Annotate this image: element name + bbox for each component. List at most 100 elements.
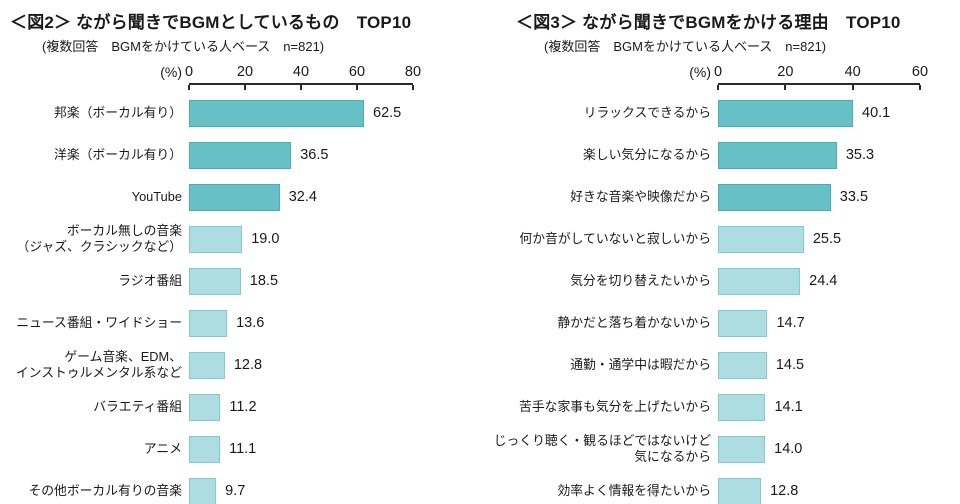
- value-label: 18.5: [249, 273, 279, 289]
- axis-tick-mark: [244, 84, 246, 90]
- value-label: 62.5: [373, 105, 402, 121]
- category-label: YouTube: [131, 189, 182, 204]
- category-label: ニュース番組・ワイドショー: [16, 315, 182, 330]
- bar-row: 通勤・通学中は暇だから 14.5: [482, 344, 956, 386]
- axis-line: [188, 82, 414, 91]
- bar-plot-area: 19.0: [189, 225, 413, 253]
- bar-plot-area: 14.5: [718, 351, 920, 379]
- axis-tick-label: 0: [713, 64, 723, 80]
- bar-row: 好きな音楽や映像だから 33.5: [482, 176, 956, 218]
- bar-rows: 邦楽（ボーカル有り） 62.5 洋楽（ボーカル有り） 36.5 YouTube 32.4 ボ…: [8, 92, 470, 504]
- chart-title: ＜図2＞ ながら聞きでBGMとしているもの TOP10: [10, 13, 412, 32]
- bar: [189, 225, 243, 253]
- value-label: 33.5: [839, 189, 869, 205]
- bar-row: 何か音がしていないと寂しいから 25.5: [482, 218, 956, 260]
- category-label: その他ボーカル有りの音楽: [28, 483, 182, 498]
- value-label: 14.0: [774, 441, 803, 457]
- bar: [718, 435, 766, 463]
- value-label: 24.4: [809, 273, 838, 289]
- axis-unit-label: (%): [689, 64, 711, 80]
- value-label: 13.6: [236, 315, 265, 331]
- category-label: 邦楽（ボーカル有り）: [54, 105, 182, 120]
- value-label: 14.1: [774, 399, 803, 415]
- bar: [189, 309, 228, 337]
- category-label: 洋楽（ボーカル有り）: [54, 147, 182, 162]
- chart-subtitle: (複数回答 BGMをかけている人ベース n=821): [42, 39, 325, 54]
- axis-tick-mark: [188, 84, 190, 90]
- value-label: 40.1: [862, 105, 891, 121]
- bar: [189, 477, 217, 504]
- value-label: 19.0: [251, 231, 280, 247]
- bar-row: 静かだと落ち着かないから 14.7: [482, 302, 956, 344]
- bar-row: YouTube 32.4: [8, 176, 470, 218]
- category-label: 効率よく情報を得たいから: [557, 483, 711, 498]
- bar-plot-area: 40.1: [718, 99, 920, 127]
- value-label: 9.7: [225, 483, 246, 499]
- axis-tick-mark: [717, 84, 719, 90]
- bar-plot-area: 12.8: [718, 477, 920, 504]
- bar: [718, 309, 768, 337]
- axis-tick-label: 40: [844, 64, 861, 80]
- bar: [189, 141, 292, 169]
- bar: [718, 99, 853, 127]
- bar: [718, 477, 762, 504]
- bar-row: ラジオ番組 18.5: [8, 260, 470, 302]
- bar: [189, 393, 221, 421]
- axis-tick-mark: [300, 84, 302, 90]
- axis-tick-label: 80: [404, 64, 422, 80]
- axis-tick-mark: [412, 84, 414, 90]
- bar-row: ボーカル無しの音楽 （ジャズ、クラシックなど） 19.0: [8, 218, 470, 260]
- bar-plot-area: 12.8: [189, 351, 413, 379]
- bar-plot-area: 14.7: [718, 309, 920, 337]
- category-label: ラジオ番組: [118, 273, 182, 288]
- bar-row: ニュース番組・ワイドショー 13.6: [8, 302, 470, 344]
- axis-tick-mark: [851, 84, 854, 90]
- category-label: ボーカル無しの音楽 （ジャズ、クラシックなど）: [16, 223, 182, 254]
- bar-plot-area: 9.7: [189, 477, 413, 504]
- value-label: 35.3: [845, 147, 875, 163]
- category-label: じっくり聴く・観るほどではないけど 気になるから: [493, 433, 711, 464]
- bar: [189, 267, 241, 295]
- axis-tick-label: 60: [348, 64, 366, 80]
- bar: [718, 351, 767, 379]
- bar: [718, 225, 804, 253]
- bar-row: 楽しい気分になるから 35.3: [482, 134, 956, 176]
- axis-label-row: (%) 0 20 40 60 80: [8, 61, 470, 83]
- bar-row: ゲーム音楽、EDM、 インストゥルメンタル系など 12.8: [8, 344, 470, 386]
- bar-row: 洋楽（ボーカル有り） 36.5: [8, 134, 470, 176]
- bar-row: 気分を切り替えたいから 24.4: [482, 260, 956, 302]
- category-label: 好きな音楽や映像だから: [570, 189, 711, 204]
- axis-tick-label: 0: [184, 64, 194, 80]
- bar: [718, 141, 837, 169]
- axis-tick-mark: [919, 84, 921, 90]
- value-label: 32.4: [288, 189, 317, 205]
- chart-figure2: ＜図2＞ ながら聞きでBGMとしているもの TOP10 (複数回答 BGMをかけ…: [0, 6, 474, 504]
- category-label: バラエティ番組: [93, 399, 182, 414]
- category-label: 苦手な家事も気分を上げたいから: [519, 399, 711, 414]
- value-label: 11.2: [229, 399, 257, 415]
- bar-plot-area: 13.6: [189, 309, 413, 337]
- value-label: 36.5: [300, 147, 329, 163]
- value-label: 25.5: [812, 231, 842, 247]
- category-label: アニメ: [143, 441, 182, 456]
- bar-row: リラックスできるから 40.1: [482, 92, 956, 134]
- axis-unit-label: (%): [160, 64, 182, 80]
- bar-plot-area: 14.0: [718, 435, 920, 463]
- axis-line-row: [8, 82, 470, 91]
- bar: [189, 351, 225, 379]
- axis-tick-label: 20: [777, 64, 794, 80]
- category-label: 静かだと落ち着かないから: [557, 315, 711, 330]
- bar: [189, 183, 280, 211]
- bar-plot-area: 32.4: [189, 183, 413, 211]
- bar: [718, 183, 831, 211]
- axis-line: [717, 82, 921, 91]
- category-label: 楽しい気分になるから: [583, 147, 711, 162]
- bar-plot-area: 11.1: [189, 435, 413, 463]
- category-label: 気分を切り替えたいから: [570, 273, 711, 288]
- bar-plot-area: 18.5: [189, 267, 413, 295]
- value-label: 14.7: [776, 315, 805, 331]
- category-label: 何か音がしていないと寂しいから: [519, 231, 711, 246]
- axis-tick-label: 20: [236, 64, 254, 80]
- bar-plot-area: 36.5: [189, 141, 413, 169]
- bar-rows: リラックスできるから 40.1 楽しい気分になるから 35.3 好きな音楽や映像だから 3…: [482, 92, 956, 504]
